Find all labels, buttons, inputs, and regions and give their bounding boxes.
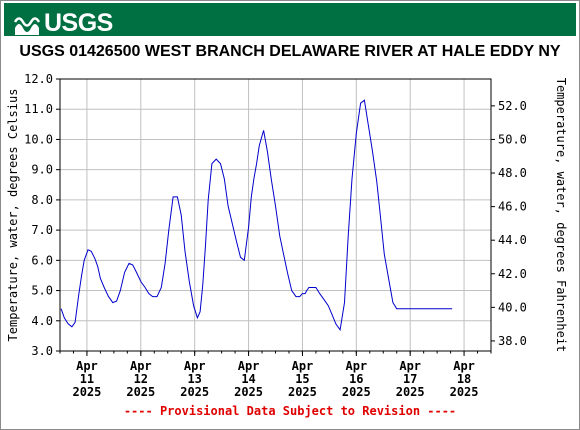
x-tick-label: Apr [238,359,260,373]
x-tick-label: 2025 [396,385,425,399]
x-tick-label: 2025 [450,385,479,399]
y-tick-label: 4.0 [31,314,53,328]
x-tick-label: 2025 [288,385,317,399]
provisional-note: ---- Provisional Data Subject to Revisio… [123,404,457,418]
y-tick-label: 5.0 [31,284,53,298]
x-tick-label: 2025 [180,385,209,399]
y2-tick-label: 42.0 [498,267,527,281]
x-tick-label: Apr [345,359,367,373]
y2-tick-label: 46.0 [498,200,527,214]
usgs-logo-text: USGS [44,8,113,37]
x-tick-label: 12 [134,372,148,386]
series-line-0 [60,99,453,332]
chart-title: USGS 01426500 WEST BRANCH DELAWARE RIVER… [19,43,561,60]
y-tick-label: 6.0 [31,253,53,267]
y2-tick-label: 40.0 [498,300,527,314]
y-tick-label: 11.0 [24,102,53,116]
y-tick-label: 10.0 [24,132,53,146]
x-tick-label: 11 [80,372,94,386]
x-tick-label: Apr [292,359,314,373]
y-tick-label: 3.0 [31,344,53,358]
y2-tick-label: 38.0 [498,334,527,348]
y-tick-label: 9.0 [31,163,53,177]
x-tick-label: Apr [184,359,206,373]
x-tick-label: Apr [399,359,421,373]
y2-tick-label: 52.0 [498,99,527,113]
x-tick-label: Apr [76,359,98,373]
usgs-banner: USGS [4,3,576,37]
x-tick-label: 18 [457,372,471,386]
x-tick-label: Apr [453,359,475,373]
x-tick-label: 14 [241,372,255,386]
x-tick-label: 13 [187,372,201,386]
y2-tick-label: 44.0 [498,233,527,247]
x-tick-label: 2025 [126,385,155,399]
y-tick-label: 7.0 [31,223,53,237]
y2-axis-label: Temperature, water, degrees Fahrenheit [554,78,568,353]
plot-border [59,78,492,352]
x-tick-label: 2025 [234,385,263,399]
usgs-logo[interactable]: USGS [14,9,113,37]
x-tick-label: Apr [130,359,152,373]
usgs-wave-icon [14,17,40,35]
y-axis-label: Temperature, water, degrees Celsius [6,89,20,342]
y2-tick-label: 48.0 [498,166,527,180]
x-tick-label: 16 [349,372,363,386]
x-tick-label: 2025 [342,385,371,399]
y-tick-label: 8.0 [31,193,53,207]
x-tick-label: 17 [403,372,417,386]
y2-tick-label: 50.0 [498,132,527,146]
x-tick-label: 2025 [72,385,101,399]
y-tick-label: 12.0 [24,72,53,86]
x-tick-label: 15 [295,372,309,386]
